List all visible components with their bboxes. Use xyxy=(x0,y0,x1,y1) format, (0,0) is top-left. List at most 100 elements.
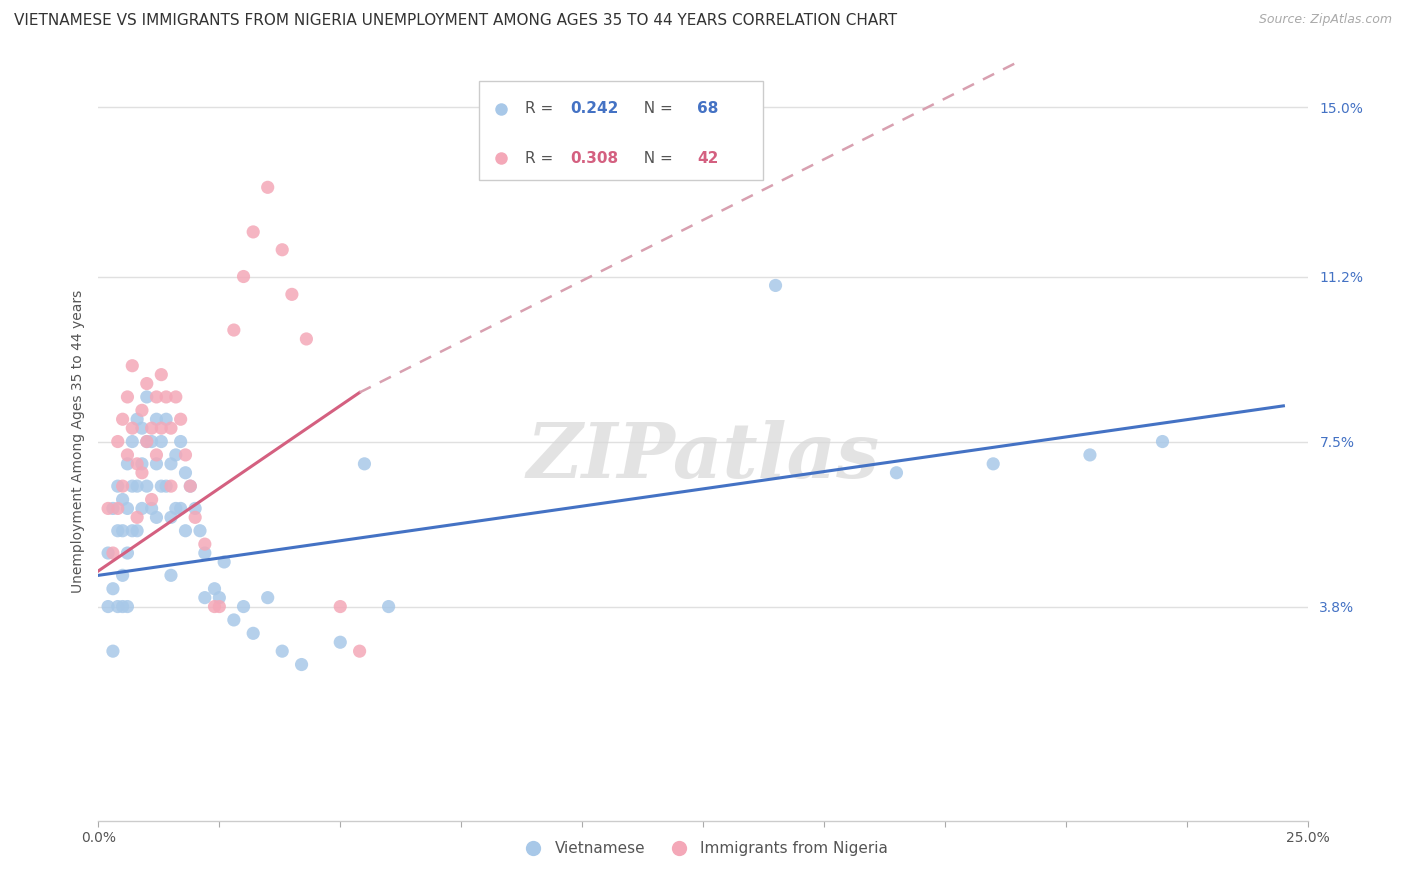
Point xyxy=(232,269,254,284)
Point xyxy=(107,524,129,538)
Point xyxy=(256,180,278,194)
Point xyxy=(155,479,177,493)
Point xyxy=(141,421,163,435)
Text: N =: N = xyxy=(634,102,678,117)
Y-axis label: Unemployment Among Ages 35 to 44 years: Unemployment Among Ages 35 to 44 years xyxy=(70,290,84,593)
Point xyxy=(107,501,129,516)
Text: 0.308: 0.308 xyxy=(569,151,619,166)
Point xyxy=(329,599,352,614)
Point xyxy=(117,501,139,516)
Point xyxy=(111,412,134,426)
Point xyxy=(101,582,124,596)
Point xyxy=(204,599,226,614)
Point xyxy=(174,448,197,462)
Point xyxy=(208,591,231,605)
Text: ZIPatlas: ZIPatlas xyxy=(526,420,880,493)
Point xyxy=(981,457,1004,471)
FancyBboxPatch shape xyxy=(479,81,763,180)
Text: R =: R = xyxy=(526,151,558,166)
Point xyxy=(204,582,226,596)
Point xyxy=(1152,434,1174,449)
Point xyxy=(256,591,278,605)
Point xyxy=(121,479,143,493)
Point xyxy=(179,479,201,493)
Text: N =: N = xyxy=(634,151,678,166)
Point xyxy=(886,466,908,480)
Point xyxy=(97,599,120,614)
Point xyxy=(107,479,129,493)
Point xyxy=(127,479,149,493)
Text: Source: ZipAtlas.com: Source: ZipAtlas.com xyxy=(1258,13,1392,27)
Point xyxy=(135,434,157,449)
Point xyxy=(155,412,177,426)
Text: VIETNAMESE VS IMMIGRANTS FROM NIGERIA UNEMPLOYMENT AMONG AGES 35 TO 44 YEARS COR: VIETNAMESE VS IMMIGRANTS FROM NIGERIA UN… xyxy=(14,13,897,29)
Point xyxy=(145,448,167,462)
Point xyxy=(121,434,143,449)
Point xyxy=(117,546,139,560)
Text: 68: 68 xyxy=(697,102,718,117)
Point xyxy=(111,524,134,538)
Point xyxy=(101,501,124,516)
Point xyxy=(765,278,787,293)
Point xyxy=(117,599,139,614)
Point xyxy=(194,537,217,551)
Point xyxy=(135,390,157,404)
Point xyxy=(145,390,167,404)
Point xyxy=(141,501,163,516)
Point xyxy=(127,457,149,471)
Point xyxy=(135,434,157,449)
Point xyxy=(281,287,304,301)
Point xyxy=(131,403,153,417)
Point xyxy=(188,524,211,538)
Point xyxy=(179,479,201,493)
Text: 42: 42 xyxy=(697,151,718,166)
Point xyxy=(117,448,139,462)
Point xyxy=(174,466,197,480)
Point xyxy=(127,510,149,524)
Point xyxy=(135,376,157,391)
Point xyxy=(131,466,153,480)
Point xyxy=(295,332,318,346)
Point xyxy=(101,644,124,658)
Point xyxy=(141,492,163,507)
Point xyxy=(141,434,163,449)
Point xyxy=(160,568,183,582)
Point xyxy=(165,448,187,462)
Text: 0.242: 0.242 xyxy=(569,102,619,117)
Point xyxy=(242,225,264,239)
Point xyxy=(353,457,375,471)
Point xyxy=(222,613,245,627)
Point xyxy=(131,501,153,516)
Point xyxy=(107,599,129,614)
Point xyxy=(131,421,153,435)
Point xyxy=(150,368,173,382)
Point xyxy=(184,501,207,516)
Point xyxy=(208,599,231,614)
Point xyxy=(150,479,173,493)
Point xyxy=(145,412,167,426)
Point xyxy=(97,501,120,516)
Point xyxy=(97,546,120,560)
Point xyxy=(101,546,124,560)
Point xyxy=(135,479,157,493)
Point xyxy=(160,479,183,493)
Point xyxy=(121,421,143,435)
Point xyxy=(194,591,217,605)
Point xyxy=(377,599,399,614)
Point xyxy=(184,510,207,524)
Point xyxy=(111,568,134,582)
Point xyxy=(121,524,143,538)
Point xyxy=(150,421,173,435)
Point xyxy=(165,501,187,516)
Point xyxy=(222,323,245,337)
Point xyxy=(212,555,235,569)
Point xyxy=(271,644,294,658)
Point xyxy=(194,546,217,560)
Point xyxy=(111,479,134,493)
Point xyxy=(160,457,183,471)
Point xyxy=(169,412,191,426)
Legend: Vietnamese, Immigrants from Nigeria: Vietnamese, Immigrants from Nigeria xyxy=(512,835,894,863)
Point xyxy=(160,421,183,435)
Point xyxy=(111,492,134,507)
Text: R =: R = xyxy=(526,102,558,117)
